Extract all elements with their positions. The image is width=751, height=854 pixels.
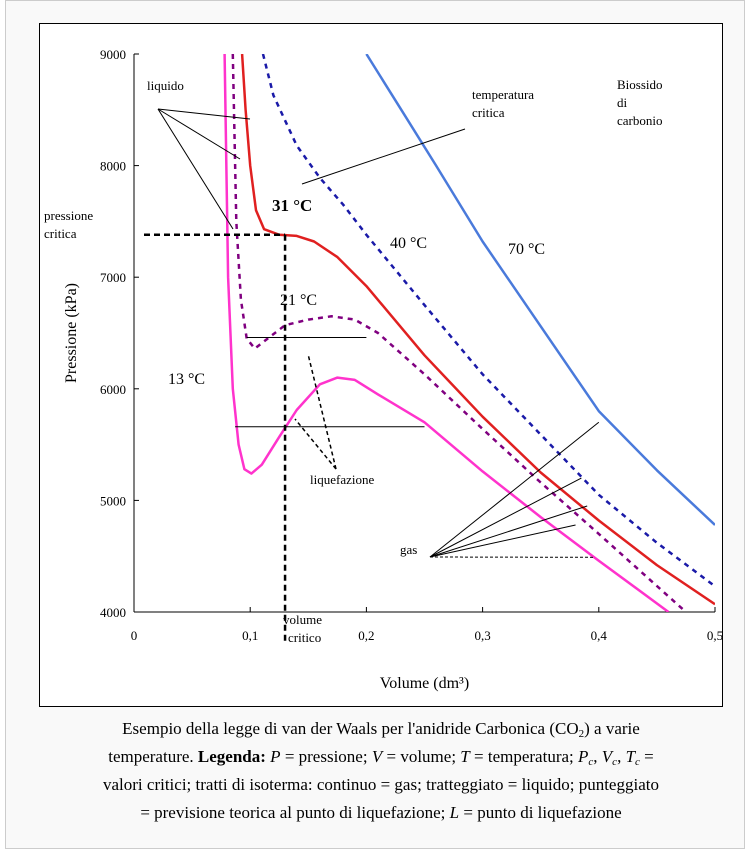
caption-symbol: V: [601, 747, 613, 766]
isotherm-70-label: 70 °C: [508, 241, 545, 258]
x-tick-label: 0,1: [242, 628, 258, 643]
isotherm-21-line: [231, 54, 687, 612]
x-tick-label: 0,4: [591, 628, 608, 643]
caption-symbol: P: [270, 747, 281, 766]
figure-thumbnail: 4000 5000 6000 7000 8000 9000 0 0,1 0,2 0,3 0,4 0,5…: [5, 0, 745, 849]
caption-text: temperature.: [108, 747, 198, 766]
caption-text: = pressione;: [280, 747, 372, 766]
x-tick-label: 0,3: [474, 628, 490, 643]
caption-text: =: [639, 747, 654, 766]
critical-volume-label: volume: [283, 612, 322, 627]
liquefaction-label: liquefazione: [310, 472, 374, 487]
liquid-label: liquido: [147, 78, 184, 93]
caption-symbol: L: [449, 803, 460, 822]
y-tick-label: 6000: [100, 382, 126, 397]
isotherm-21-label: 21 °C: [280, 292, 317, 309]
caption-symbol: P: [578, 747, 589, 766]
caption-text: valori critici; tratti di isoterma: cont…: [103, 775, 659, 794]
liquid-pointer: [157, 108, 234, 230]
caption-subscript: 2: [578, 728, 585, 740]
isotherm-40-line: [261, 54, 715, 588]
caption-text: = punto di liquefazione: [459, 803, 622, 822]
chart-frame: 4000 5000 6000 7000 8000 9000 0 0,1 0,2 0,3 0,4 0,5…: [39, 23, 723, 707]
caption-text: = temperatura;: [469, 747, 578, 766]
y-tick-label: 9000: [100, 47, 126, 62]
x-tick-label: 0: [131, 628, 138, 643]
caption-text: Esempio della legge di van der Waals per…: [122, 719, 579, 738]
y-tick-label: 5000: [100, 493, 126, 508]
gas-label: gas: [400, 542, 417, 557]
gas-pointer: [429, 477, 582, 558]
substance-label: carbonio: [617, 113, 662, 128]
gas-pointer: [429, 524, 576, 558]
caption-symbol: T: [460, 747, 470, 766]
y-axis-label: Pressione (kPa): [63, 283, 80, 383]
critical-pressure-label: pressione: [44, 208, 93, 223]
caption-text: ,: [617, 747, 626, 766]
isotherm-31-label: 31 °C: [272, 196, 312, 215]
caption-text: = previsione teorica al punto di liquefa…: [140, 803, 450, 822]
caption-text: ,: [593, 747, 602, 766]
critical-temperature-label: critica: [472, 105, 505, 120]
isotherm-13-label: 13 °C: [168, 371, 205, 388]
y-tick-label: 7000: [100, 270, 126, 285]
critical-pressure-label: critica: [44, 226, 77, 241]
caption-text: ) a varie: [584, 719, 640, 738]
caption-symbol: c: [635, 756, 640, 768]
figure-caption: Esempio della legge di van der Waals per…: [26, 715, 736, 827]
caption-subscript: c: [588, 756, 593, 768]
critical-temperature-pointer: [301, 128, 466, 185]
gas-pointer: [429, 421, 600, 558]
caption-symbol: V: [371, 747, 383, 766]
critical-volume-label: critico: [288, 630, 321, 645]
isotherm-70-line: [365, 54, 715, 526]
liquid-pointer: [157, 108, 251, 120]
liquid-pointer: [157, 108, 241, 160]
y-tick-label: 4000: [100, 605, 126, 620]
liquefaction-pointer: [307, 353, 337, 470]
caption-symbol: T: [625, 747, 636, 766]
x-tick-label: 0,5: [707, 628, 722, 643]
liquefaction-pointer: [294, 418, 337, 470]
van-der-waals-chart: 4000 5000 6000 7000 8000 9000 0 0,1 0,2 0,3 0,4 0,5…: [44, 47, 722, 692]
isotherm-40-label: 40 °C: [390, 235, 427, 252]
y-tick-label: 8000: [100, 159, 126, 174]
caption-symbol: c: [612, 756, 618, 768]
caption-legend-label: Legenda:: [197, 747, 266, 766]
caption-subscript: c: [635, 756, 640, 768]
x-tick-label: 0,2: [358, 628, 374, 643]
substance-label: di: [617, 95, 628, 110]
caption-text: = volume;: [382, 747, 461, 766]
isotherm-31-line: [240, 54, 715, 606]
substance-label: Biossido: [617, 77, 663, 92]
critical-temperature-label: temperatura: [472, 87, 534, 102]
isotherm-13-line: [223, 54, 670, 612]
x-axis-label: Volume (dm³): [380, 675, 469, 692]
gas-pointer: [429, 505, 588, 558]
caption-subscript: c: [612, 756, 617, 768]
caption-symbol: c: [588, 756, 594, 768]
